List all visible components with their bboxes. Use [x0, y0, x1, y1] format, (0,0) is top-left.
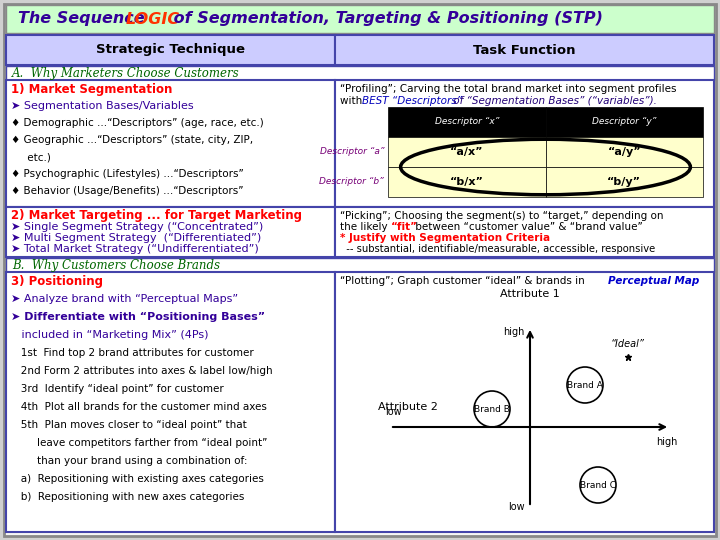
Text: Strategic Technique: Strategic Technique	[96, 44, 245, 57]
Text: Attribute 2: Attribute 2	[378, 402, 438, 412]
Text: between “customer value” & “brand value”: between “customer value” & “brand value”	[412, 222, 643, 232]
Text: 4th  Plot all brands for the customer mind axes: 4th Plot all brands for the customer min…	[11, 402, 267, 412]
Text: 3) Positioning: 3) Positioning	[11, 274, 103, 287]
Text: “Picking”; Choosing the segment(s) to “target,” depending on: “Picking”; Choosing the segment(s) to “t…	[340, 211, 664, 221]
Text: “Profiling”; Carving the total brand market into segment profiles: “Profiling”; Carving the total brand mar…	[340, 84, 677, 94]
Bar	[388, 167, 546, 197]
Text: a)  Repositioning with existing axes categories: a) Repositioning with existing axes cate…	[11, 474, 264, 484]
Text: 2) Market Targeting ... for Target Marketing: 2) Market Targeting ... for Target Marke…	[11, 210, 302, 222]
Text: the likely: the likely	[340, 222, 391, 232]
Bar	[388, 137, 546, 167]
Text: ♦ Psychographic (Lifestyles) ...“Descriptors”: ♦ Psychographic (Lifestyles) ...“Descrip…	[11, 169, 244, 179]
Bar	[6, 5, 714, 33]
Text: Brand A: Brand A	[567, 381, 603, 389]
Text: B.  Why Customers Choose Brands: B. Why Customers Choose Brands	[12, 259, 220, 272]
Text: ♦ Behavior (Usage/Benefits) ...“Descriptors”: ♦ Behavior (Usage/Benefits) ...“Descript…	[11, 186, 243, 196]
Text: 1) Market Segmentation: 1) Market Segmentation	[11, 83, 172, 96]
Bar	[335, 272, 714, 532]
Text: Descriptor “b”: Descriptor “b”	[319, 178, 384, 186]
Text: Brand C: Brand C	[580, 481, 616, 489]
Text: with: with	[340, 96, 366, 106]
Bar	[6, 272, 335, 532]
Bar	[6, 258, 714, 272]
Text: Attribute 1: Attribute 1	[500, 289, 560, 299]
Text: -- substantial, identifiable/measurable, accessible, responsive: -- substantial, identifiable/measurable,…	[340, 244, 655, 254]
Text: Descriptor “y”: Descriptor “y”	[592, 118, 657, 126]
Text: “a/y”: “a/y”	[608, 147, 641, 157]
Bar	[6, 35, 335, 65]
Text: Perceptual Map: Perceptual Map	[608, 276, 699, 286]
Bar	[546, 107, 703, 137]
Text: than your brand using a combination of:: than your brand using a combination of:	[11, 456, 248, 466]
Text: leave competitors farther from “ideal point”: leave competitors farther from “ideal po…	[11, 438, 267, 448]
Text: ➤ Total Market Strategy (“Undifferentiated”): ➤ Total Market Strategy (“Undifferentiat…	[11, 244, 258, 254]
Text: A.  Why Marketers Choose Customers: A. Why Marketers Choose Customers	[12, 66, 240, 79]
Text: b)  Repositioning with new axes categories: b) Repositioning with new axes categorie…	[11, 492, 244, 502]
Text: of Segmentation, Targeting & Positioning (STP): of Segmentation, Targeting & Positioning…	[168, 11, 603, 26]
Bar	[546, 167, 703, 197]
Text: ➤ Analyze brand with “Perceptual Maps”: ➤ Analyze brand with “Perceptual Maps”	[11, 294, 238, 304]
Text: ➤ Single Segment Strategy (“Concentrated”): ➤ Single Segment Strategy (“Concentrated…	[11, 222, 264, 232]
Text: “Ideal”: “Ideal”	[611, 339, 645, 349]
Text: ♦ Demographic ...“Descriptors” (age, race, etc.): ♦ Demographic ...“Descriptors” (age, rac…	[11, 118, 264, 128]
Bar	[546, 137, 703, 167]
Text: ➤ Segmentation Bases/Variables: ➤ Segmentation Bases/Variables	[11, 101, 194, 111]
Text: “a/x”: “a/x”	[450, 147, 484, 157]
Text: “b/y”: “b/y”	[607, 177, 642, 187]
Text: BEST “Descriptors”: BEST “Descriptors”	[362, 96, 462, 106]
Text: Descriptor “x”: Descriptor “x”	[435, 118, 499, 126]
Text: 2nd Form 2 attributes into axes & label low/high: 2nd Form 2 attributes into axes & label …	[11, 366, 273, 376]
Text: etc.): etc.)	[11, 152, 51, 162]
Text: high: high	[503, 327, 525, 337]
Text: LOGIC: LOGIC	[126, 11, 180, 26]
Text: high: high	[657, 437, 678, 447]
Text: 5th  Plan moves closer to “ideal point” that: 5th Plan moves closer to “ideal point” t…	[11, 420, 247, 430]
Text: Task Function: Task Function	[473, 44, 576, 57]
Text: low: low	[508, 502, 525, 512]
Bar	[335, 35, 714, 65]
Bar	[388, 107, 546, 137]
Text: ➤ Differentiate with “Positioning Bases”: ➤ Differentiate with “Positioning Bases”	[11, 312, 265, 322]
Bar	[335, 207, 714, 257]
Text: Descriptor “a”: Descriptor “a”	[320, 147, 384, 157]
Text: The Sequence: The Sequence	[18, 11, 150, 26]
Text: 1st  Find top 2 brand attributes for customer: 1st Find top 2 brand attributes for cust…	[11, 348, 253, 358]
Bar	[6, 207, 335, 257]
Bar	[6, 66, 714, 80]
Bar	[335, 80, 714, 207]
Text: Brand B: Brand B	[474, 404, 510, 414]
Text: “b/x”: “b/x”	[450, 177, 484, 187]
Text: * Justify with Segmentation Criteria: * Justify with Segmentation Criteria	[340, 233, 550, 243]
Text: low: low	[384, 407, 401, 417]
Text: of “Segmentation Bases” (“variables”).: of “Segmentation Bases” (“variables”).	[450, 96, 657, 106]
Text: 3rd  Identify “ideal point” for customer: 3rd Identify “ideal point” for customer	[11, 384, 224, 394]
Text: “fit”: “fit”	[391, 222, 418, 232]
Text: ➤ Multi Segment Strategy  (“Differentiated”): ➤ Multi Segment Strategy (“Differentiate…	[11, 233, 261, 243]
Text: ♦ Geographic ...“Descriptors” (state, city, ZIP,: ♦ Geographic ...“Descriptors” (state, ci…	[11, 135, 253, 145]
Text: included in “Marketing Mix” (4Ps): included in “Marketing Mix” (4Ps)	[11, 330, 209, 340]
Text: “Plotting”; Graph customer “ideal” & brands in: “Plotting”; Graph customer “ideal” & bra…	[340, 276, 588, 286]
Bar	[6, 80, 335, 207]
